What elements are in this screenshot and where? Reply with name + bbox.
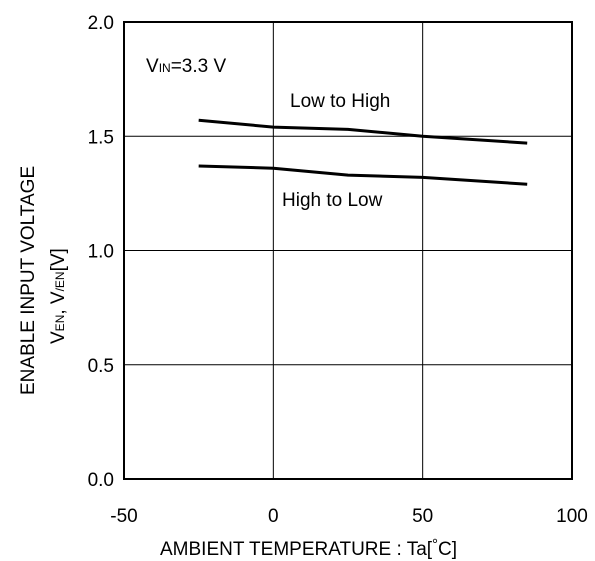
series-label-high-to-low: High to Low [282,190,383,211]
x-axis-title: AMBIENT TEMPERATURE : Ta[°C] [160,536,457,560]
y-tick-label: 1.5 [88,127,114,148]
y-tick-label: 1.0 [88,242,114,263]
y-tick-label: 0.0 [88,470,114,491]
y-tick-label: 0.5 [88,356,114,377]
grid-lines [124,22,572,479]
series-lines [198,118,528,186]
y-tick-labels: 0.0 0.5 1.0 1.5 2.0 [88,13,114,491]
y-tick-label: 2.0 [88,13,114,34]
y-axis-subtitle: VEN, V/EN[V] [48,248,69,344]
x-tick-label: 50 [412,506,433,527]
series-line-high-to-low [198,164,528,186]
x-tick-label: -50 [110,506,137,527]
series-label-low-to-high: Low to High [290,91,390,112]
series-line-low-to-high [198,118,528,145]
plot-area-frame [123,21,573,480]
y-axis-title: ENABLE INPUT VOLTAGE [18,166,39,395]
x-tick-labels: -50 0 50 100 [110,506,588,527]
x-tick-label: 0 [268,506,279,527]
x-tick-label: 100 [556,506,588,527]
condition-label: VIN=3.3 V [146,56,226,77]
